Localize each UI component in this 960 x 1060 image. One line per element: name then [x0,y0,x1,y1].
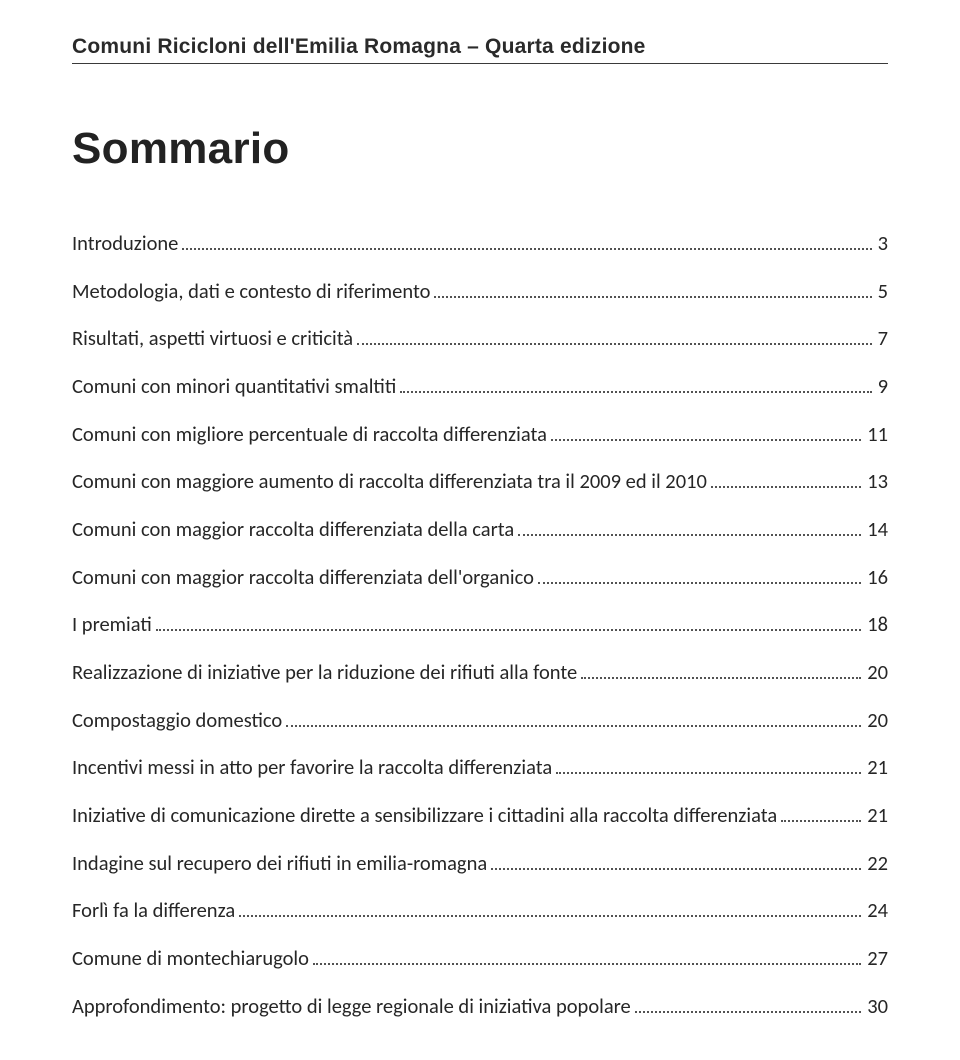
toc-page-number: 21 [865,754,888,782]
toc-label: Comuni con minori quantitativi smaltiti [72,373,396,401]
toc-leader [156,613,861,631]
toc-leader [239,899,861,917]
toc-page-number: 18 [865,611,888,639]
toc-label: Incentivi messi in atto per favorire la … [72,754,552,782]
toc-label: Comuni con maggiore aumento di raccolta … [72,468,707,496]
header-rule [72,63,888,64]
toc-label: Realizzazione di iniziative per la riduz… [72,659,577,687]
toc-label: Indagine sul recupero dei rifiuti in emi… [72,850,487,878]
toc-label: Comuni con migliore percentuale di racco… [72,421,547,449]
toc-leader [286,708,861,726]
toc-label: Metodologia, dati e contesto di riferime… [72,278,430,306]
toc-page-number: 5 [876,278,888,306]
toc-entry: Metodologia, dati e contesto di riferime… [72,278,888,306]
toc-entry: Forlì fa la differenza 24 [72,897,888,925]
sommario-heading: Sommario [72,124,888,174]
document-page: Comuni Ricicloni dell'Emilia Romagna – Q… [0,0,960,1060]
toc-page-number: 16 [865,564,888,592]
toc-page-number: 7 [876,325,888,353]
toc-label: Comune di montechiarugolo [72,945,309,973]
toc-label: Compostaggio domestico [72,707,282,735]
toc-page-number: 21 [865,802,888,830]
toc-page-number: 22 [865,850,888,878]
toc-leader [518,518,861,536]
toc-entry: Realizzazione di iniziative per la riduz… [72,659,888,687]
toc-label: Introduzione [72,230,178,258]
toc-leader [182,232,871,250]
toc-leader [556,756,861,774]
page-header: Comuni Ricicloni dell'Emilia Romagna – Q… [72,35,888,64]
toc-label: Iniziative di comunicazione dirette a se… [72,802,777,830]
toc-entry: Comuni con maggior raccolta differenziat… [72,516,888,544]
toc-entry: Risultati, aspetti virtuosi e criticità … [72,325,888,353]
toc-page-number: 20 [865,659,888,687]
toc-leader [711,470,861,488]
toc-leader [538,565,861,583]
toc-label: Forlì fa la differenza [72,897,235,925]
toc-label: Risultati, aspetti virtuosi e criticità [72,325,353,353]
toc-page-number: 14 [865,516,888,544]
toc-page-number: 24 [865,897,888,925]
toc-leader [581,661,861,679]
toc-page-number: 20 [865,707,888,735]
toc-label: Comuni con maggior raccolta differenziat… [72,516,514,544]
toc-entry: Approfondimento: progetto di legge regio… [72,993,888,1021]
toc-entry: Comune di montechiarugolo 27 [72,945,888,973]
toc-page-number: 11 [865,421,888,449]
toc-page-number: 13 [865,468,888,496]
toc-list: Introduzione 3 Metodologia, dati e conte… [72,230,888,1020]
toc-leader [781,804,861,822]
toc-entry: Introduzione 3 [72,230,888,258]
toc-entry: Iniziative di comunicazione dirette a se… [72,802,888,830]
toc-entry: Comuni con minori quantitativi smaltiti … [72,373,888,401]
toc-label: Comuni con maggior raccolta differenziat… [72,564,534,592]
toc-entry: Comuni con maggiore aumento di raccolta … [72,468,888,496]
toc-page-number: 30 [865,993,888,1021]
toc-entry: Incentivi messi in atto per favorire la … [72,754,888,782]
toc-page-number: 27 [865,945,888,973]
toc-label: I premiati [72,611,152,639]
toc-leader [357,327,871,345]
toc-entry: Comuni con migliore percentuale di racco… [72,421,888,449]
toc-entry: Compostaggio domestico 20 [72,707,888,735]
toc-leader [491,851,861,869]
toc-entry: I premiati 18 [72,611,888,639]
toc-entry: Indagine sul recupero dei rifiuti in emi… [72,850,888,878]
toc-page-number: 9 [876,373,888,401]
toc-page-number: 3 [876,230,888,258]
toc-entry: Comuni con maggior raccolta differenziat… [72,564,888,592]
toc-leader [313,947,861,965]
toc-leader [400,375,871,393]
toc-label: Approfondimento: progetto di legge regio… [72,993,631,1021]
toc-leader [434,279,871,297]
toc-leader [635,994,861,1012]
toc-leader [551,422,861,440]
header-title: Comuni Ricicloni dell'Emilia Romagna – Q… [72,35,888,59]
